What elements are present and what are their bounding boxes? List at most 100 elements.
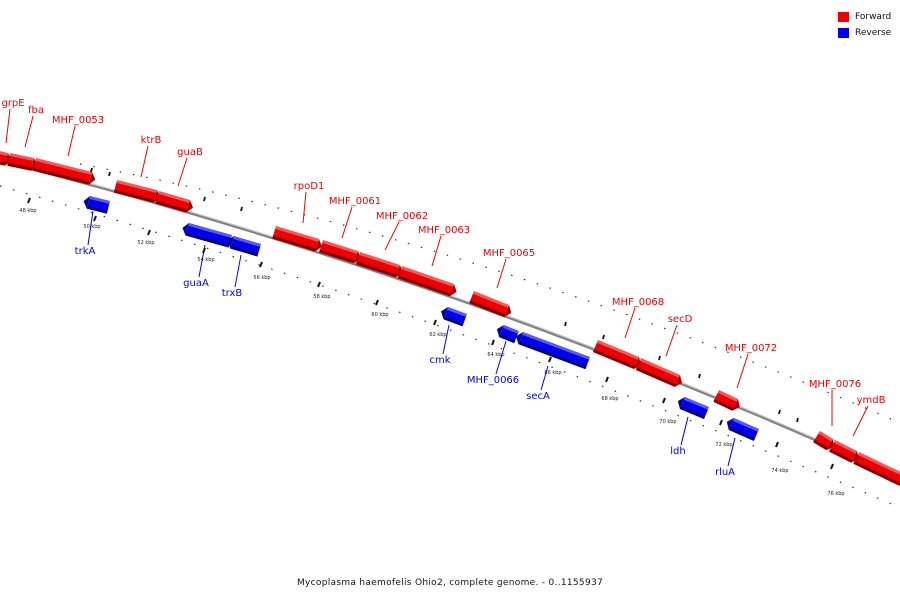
reverse-gene-ldh-bevel	[683, 397, 709, 410]
leader-rluA	[727, 437, 736, 467]
leader-MHF_0063	[431, 235, 442, 267]
reverse-gene-MHF_0066-arrow	[496, 325, 504, 338]
outer-tick-5	[602, 334, 605, 340]
gene-label-MHF_0053: MHF_0053	[52, 115, 104, 126]
forward-gene-MHF_0061-arrow	[354, 251, 361, 264]
gene-label-guaA: guaA	[183, 278, 209, 289]
reverse-gene-cmk-face	[443, 307, 467, 327]
forward-gene-MHF_0076-face	[813, 431, 833, 451]
reverse-gene-guaA-face	[185, 223, 232, 248]
forward-gene-MHF_0062-shadow	[355, 261, 397, 278]
scale-label-4: 56 kbp	[253, 275, 270, 281]
forward-gene-fba-shadow	[7, 162, 32, 171]
forward-gene-ymdB-shadow	[829, 448, 853, 463]
leader-ktrB	[140, 145, 149, 178]
forward-gene-MHF_0068-arrow	[634, 357, 642, 370]
reverse-gene-cmk-bevel	[446, 307, 467, 317]
reverse-gene-guaA	[182, 223, 232, 248]
reverse-gene-cmk-shadow	[443, 316, 464, 327]
reverse-gene-MHF_0066	[496, 325, 519, 344]
forward-gene-secD	[635, 358, 682, 387]
reverse-gene-trkA-bevel	[89, 196, 110, 204]
reverse-gene-secA-shadow	[518, 341, 587, 370]
gene-label-MHF_0066: MHF_0066	[467, 375, 519, 386]
scale-tick-5	[317, 281, 321, 288]
forward-gene-MHF_0061	[319, 240, 361, 264]
forward-gene-MHF_0065-shadow	[469, 300, 506, 318]
forward-gene-ktrB-shadow	[113, 189, 155, 203]
forward-gene-MHF_0072	[713, 390, 740, 411]
leader-rpoD1	[302, 191, 307, 224]
outer-tick-9	[796, 417, 799, 423]
forward-gene-guaB	[155, 191, 193, 213]
scale-label-1: 50 kbp	[83, 224, 100, 230]
reverse-gene-guaA-arrow	[182, 223, 189, 236]
reverse-gene-ldh-shadow	[680, 406, 706, 419]
scale-tick-1	[93, 215, 97, 222]
leader-MHF_0053	[67, 125, 76, 157]
legend-swatch-reverse	[838, 27, 849, 38]
forward-gene-MHF_0063-bevel	[401, 266, 454, 287]
forward-gene-ymdB-face	[829, 440, 857, 463]
outer-tick-3	[240, 206, 243, 212]
scale-tick-4	[259, 261, 263, 268]
forward-gene-grpE-bevel	[0, 151, 8, 156]
forward-gene-MHF_0076-bevel	[818, 431, 833, 442]
forward-gene-MHF_0063	[397, 266, 457, 297]
scale-tick-11	[662, 397, 666, 404]
map-caption: Mycoplasma haemofelis Ohio2, complete ge…	[296, 578, 604, 588]
scale-label-9: 66 kbp	[544, 370, 561, 376]
gene-label-MHF_0062: MHF_0062	[376, 211, 428, 222]
legend-item-reverse: Reverse	[838, 25, 898, 40]
forward-gene-secD-bevel	[639, 358, 680, 378]
forward-gene-guaB-face	[155, 191, 190, 213]
reverse-gene-rluA-arrow	[726, 418, 734, 430]
leader-MHF_0068	[624, 307, 636, 339]
leader-MHF_0062	[384, 221, 400, 251]
reverse-gene-ldh-arrow	[677, 397, 685, 409]
forward-gene-MHF_0062-face	[355, 252, 400, 278]
reverse-gene-guaA-bevel	[188, 223, 232, 238]
forward-gene-MHF_0065-arrow	[504, 305, 512, 318]
forward-gene-MHF_0072-face	[713, 390, 738, 411]
forward-gene-MHF_0065	[469, 291, 512, 318]
reverse-gene-trxB	[227, 236, 261, 257]
leader-MHF_0061	[341, 206, 353, 239]
gene-label-MHF_0068: MHF_0068	[612, 297, 664, 308]
leader-trkA	[87, 210, 94, 246]
forward-gene-MHF_0065-bevel	[472, 291, 509, 308]
scale-label-5: 58 kbp	[313, 294, 330, 300]
leader-secA	[540, 365, 549, 391]
reverse-gene-trxB-arrow	[227, 236, 234, 249]
reverse-gene-trkA-arrow	[83, 196, 90, 209]
reverse-gene-rluA-face	[728, 418, 759, 441]
scale-label-13: 74 kbp	[771, 468, 788, 474]
scale-label-6: 60 kbp	[371, 312, 388, 318]
forward-gene-ktrB-arrow	[153, 190, 161, 203]
scale-label-7: 62 kbp	[429, 332, 446, 338]
reverse-gene-MHF_0066-shadow	[499, 334, 516, 344]
gene-label-secD: secD	[668, 314, 693, 325]
forward-gene-grpE-shadow	[0, 161, 6, 166]
gene-label-secA: secA	[526, 391, 550, 402]
scale-label-10: 68 kbp	[601, 396, 618, 402]
forward-gene-MHF_0061-bevel	[322, 240, 358, 254]
forward-gene-MHF_0053-arrow	[88, 172, 96, 185]
reverse-gene-secA-arrow	[516, 332, 523, 345]
forward-gene-guaB-arrow	[186, 200, 193, 213]
gene-label-cmk: cmk	[429, 355, 450, 366]
forward-gene-MHF_0053-shadow	[32, 167, 90, 185]
forward-gene-MHF_0062-bevel	[359, 252, 400, 268]
forward-gene-fba	[7, 153, 38, 171]
leader-MHF_0066	[495, 340, 507, 375]
forward-gene-ktrB	[113, 180, 161, 203]
forward-gene-MHF_0061-face	[319, 240, 358, 264]
forward-gene-MHF_0062-arrow	[395, 265, 403, 278]
scale-tick-10	[605, 376, 609, 383]
forward-gene-ymdB-bevel	[833, 440, 857, 454]
forward-gene-MHF_0068-face	[593, 340, 639, 370]
forward-gene-tail-bevel	[857, 452, 900, 475]
reverse-gene-secA	[516, 332, 590, 370]
scale-tick-12	[719, 419, 723, 426]
reverse-gene-rluA	[726, 418, 759, 441]
